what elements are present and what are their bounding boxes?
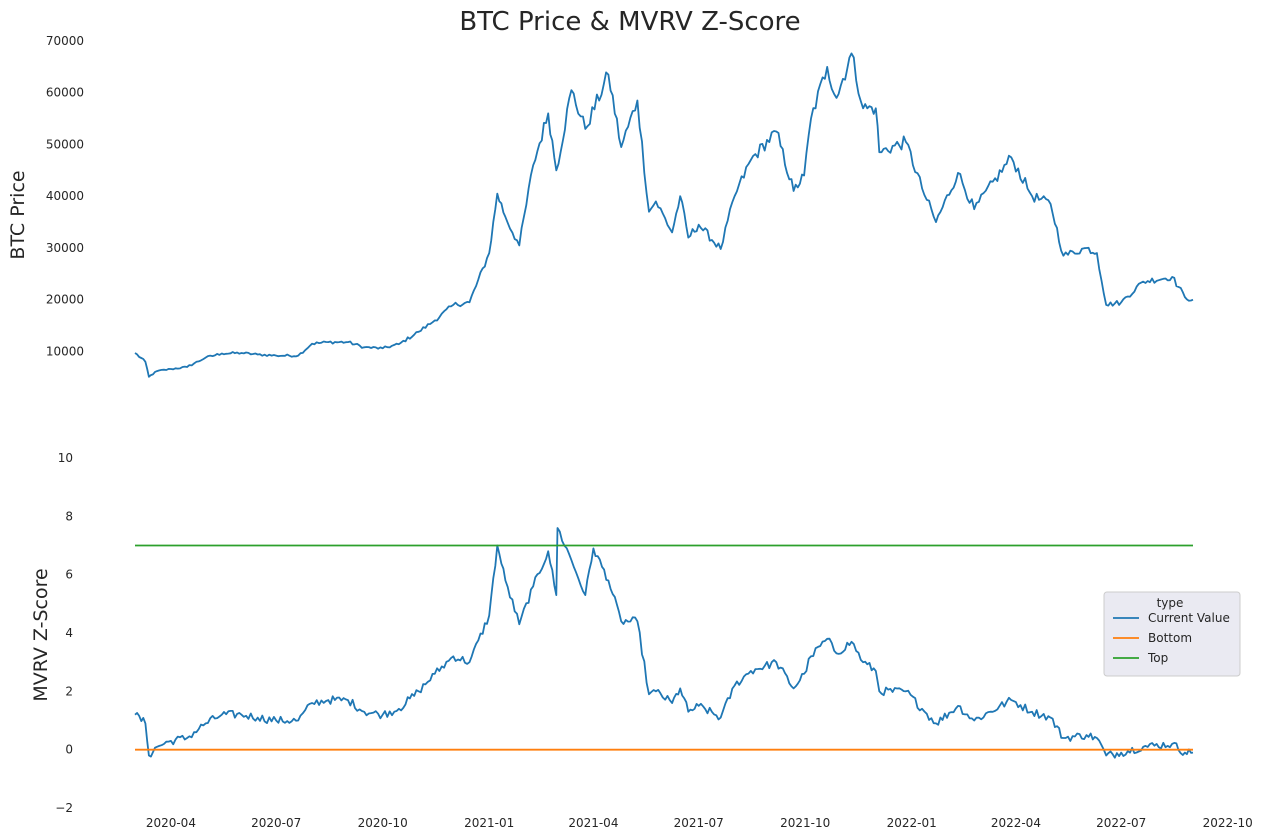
chart-title: BTC Price & MVRV Z-Score xyxy=(459,7,800,37)
x-ticks: 2020-04 2020-07 2020-10 2021-01 2021-04 2021-… xyxy=(146,816,1253,830)
price-panel: BTC Price 10000 20000 30000 40000 50000 60000… xyxy=(7,34,1194,378)
price-y-tick: 10000 xyxy=(46,344,84,358)
mvrv-y-tick: 8 xyxy=(65,509,73,523)
mvrv-y-tick: 6 xyxy=(65,568,73,582)
mvrv-y-tick: 4 xyxy=(65,626,73,640)
legend-items: Current Value Bottom Top xyxy=(1113,611,1230,665)
price-y-tick: 40000 xyxy=(46,189,84,203)
mvrv-y-ticks: −2 0 2 4 6 8 10 xyxy=(55,451,73,815)
price-y-ticks: 10000 20000 30000 40000 50000 60000 70000 xyxy=(46,34,84,358)
price-lines xyxy=(134,52,1194,378)
mvrv-panel: MVRV Z-Score −2 0 2 4 6 8 10 xyxy=(30,451,1194,815)
mvrv-lines xyxy=(134,527,1194,759)
mvrv-ylabel: MVRV Z-Score xyxy=(30,568,52,701)
mvrv-y-tick: 0 xyxy=(65,743,73,757)
x-tick: 2021-10 xyxy=(780,816,830,830)
legend-item-label: Top xyxy=(1147,651,1168,665)
x-tick: 2021-01 xyxy=(464,816,514,830)
x-tick: 2021-04 xyxy=(568,816,618,830)
legend-item-label: Current Value xyxy=(1148,611,1230,625)
mvrv-y-tick: 2 xyxy=(65,684,73,698)
legend-title: type xyxy=(1157,596,1184,610)
legend: type Current Value Bottom Top xyxy=(1103,591,1241,677)
price-series-btc-price xyxy=(134,52,1194,378)
x-tick: 2020-07 xyxy=(251,816,301,830)
price-y-tick: 30000 xyxy=(46,241,84,255)
mvrv-y-tick: 10 xyxy=(58,451,73,465)
price-y-tick: 20000 xyxy=(46,293,84,307)
x-tick: 2020-04 xyxy=(146,816,196,830)
mvrv-y-tick: −2 xyxy=(55,801,73,815)
price-y-tick: 50000 xyxy=(46,137,84,151)
x-tick: 2020-10 xyxy=(358,816,408,830)
mvrv-series-current-value xyxy=(134,527,1194,759)
price-y-tick: 70000 xyxy=(46,34,84,48)
x-tick: 2022-04 xyxy=(991,816,1041,830)
x-tick: 2022-07 xyxy=(1096,816,1146,830)
x-tick: 2022-01 xyxy=(887,816,937,830)
x-tick: 2021-07 xyxy=(674,816,724,830)
price-ylabel: BTC Price xyxy=(7,170,29,259)
legend-box xyxy=(1103,591,1241,677)
legend-item-label: Bottom xyxy=(1148,631,1192,645)
x-tick: 2022-10 xyxy=(1203,816,1253,830)
price-y-tick: 60000 xyxy=(46,86,84,100)
